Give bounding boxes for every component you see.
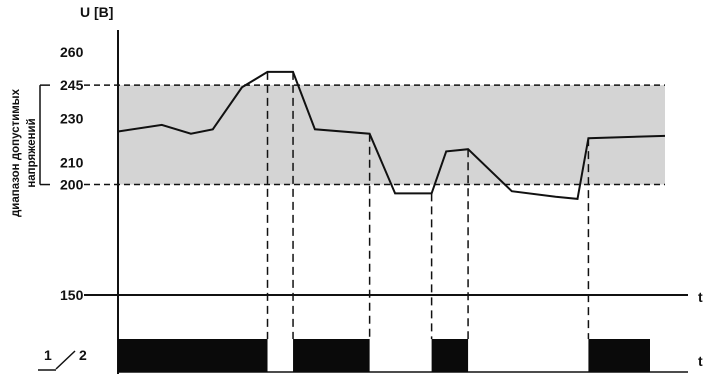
relay-contact-label-a: 1 bbox=[44, 347, 52, 363]
output-bar-2 bbox=[431, 339, 469, 372]
y-tick-200: 200 bbox=[60, 177, 84, 193]
relay-output-bars bbox=[118, 339, 650, 372]
y-tick-210: 210 bbox=[60, 154, 84, 170]
output-axis-label: t bbox=[698, 353, 703, 369]
range-side-label-line2: напряжений bbox=[26, 118, 38, 187]
voltage-series-line bbox=[117, 70, 666, 200]
range-side-label-line1: диапазон допустимых bbox=[10, 88, 22, 217]
y-tick-260: 260 bbox=[60, 44, 84, 60]
relay-contact-slash bbox=[55, 350, 76, 370]
output-bar-1 bbox=[293, 339, 370, 372]
range-bracket bbox=[39, 84, 50, 186]
permissible-range-band bbox=[118, 85, 665, 185]
y-tick-labels: 150 200 210 230 245 260 bbox=[60, 44, 84, 303]
y-tick-230: 230 bbox=[60, 110, 84, 126]
y-tick-245: 245 bbox=[60, 77, 84, 93]
y-tick-150: 150 bbox=[60, 287, 84, 303]
x-axis-label: t bbox=[698, 289, 703, 305]
y-axis-label: U [B] bbox=[80, 4, 113, 20]
output-bar-0 bbox=[118, 339, 268, 372]
relay-contact-label-b: 2 bbox=[79, 347, 87, 363]
output-bar-3 bbox=[588, 339, 650, 372]
relay-contact-label: 1 2 bbox=[38, 347, 87, 371]
